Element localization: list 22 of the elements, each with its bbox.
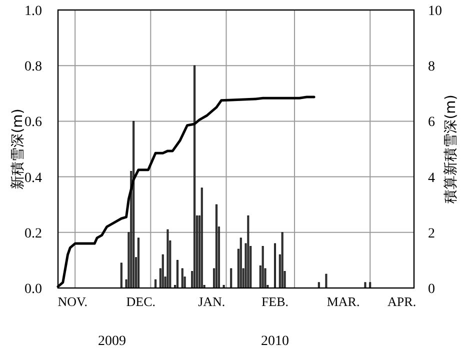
y2-tick-label: 10 bbox=[428, 4, 442, 19]
y-tick-label: 0.6 bbox=[24, 115, 42, 130]
y-tick-label: 0.4 bbox=[24, 170, 42, 186]
x-tick-label: JAN. bbox=[198, 294, 226, 309]
x-tick-label: NOV. bbox=[58, 294, 88, 309]
y2-tick-label: 4 bbox=[428, 170, 435, 186]
y2-axis-title: 積算新積雪深(m) bbox=[443, 94, 459, 204]
text: 2009 bbox=[98, 334, 126, 349]
x-tick-label: FEB. bbox=[261, 294, 289, 309]
y2-tick-label: 8 bbox=[428, 60, 435, 75]
x-tick-label: DEC. bbox=[126, 294, 156, 309]
y2-tick-label: 0 bbox=[428, 282, 435, 297]
text: 2010 bbox=[261, 334, 289, 349]
y2-tick-label: 6 bbox=[428, 115, 435, 130]
y2-tick-label: 2 bbox=[428, 226, 435, 242]
y-tick-label: 0.8 bbox=[24, 60, 42, 75]
x-tick-label: APR. bbox=[388, 294, 416, 309]
y-tick-label: 0.0 bbox=[24, 282, 42, 297]
y-tick-label: 1.0 bbox=[24, 4, 42, 19]
y-axis-title: 新積雪深(m) bbox=[10, 108, 26, 190]
y-tick-label: 0.2 bbox=[24, 226, 42, 242]
x-tick-label: MAR. bbox=[326, 294, 360, 309]
